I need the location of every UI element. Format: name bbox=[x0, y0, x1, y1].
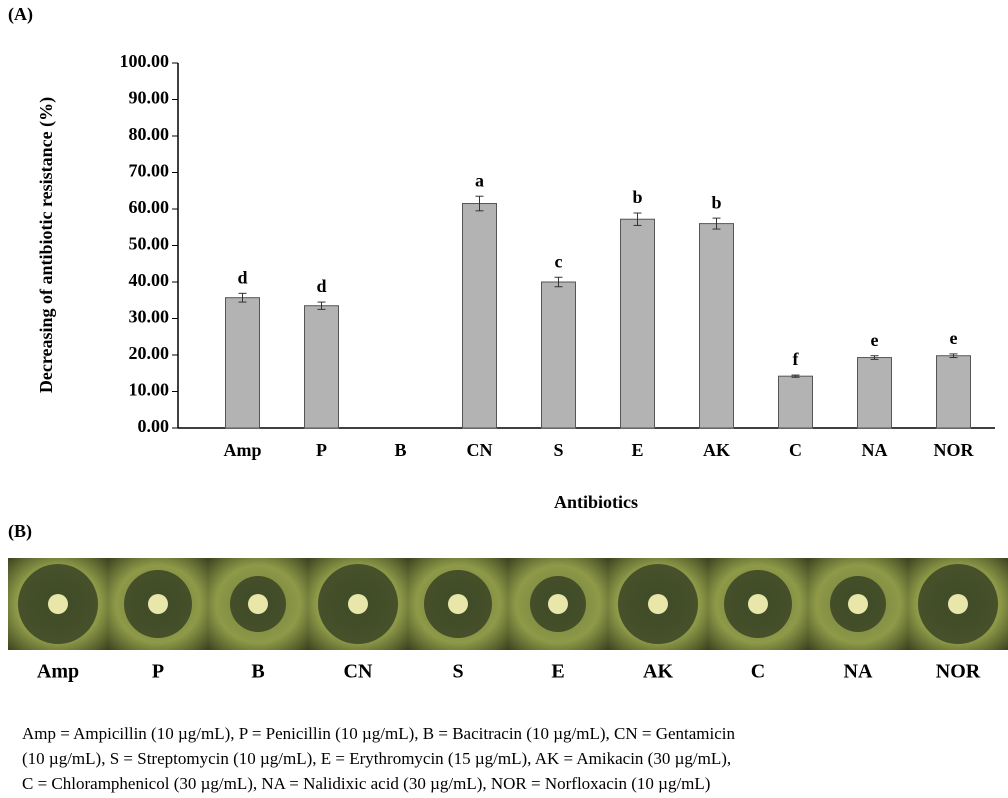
plate-photo bbox=[608, 558, 708, 650]
plate-photo bbox=[108, 558, 208, 650]
figure: (A) Decreasing of antibiotic resistance … bbox=[0, 0, 1008, 798]
disc bbox=[248, 594, 268, 614]
value-label: a bbox=[475, 170, 484, 190]
value-label: d bbox=[316, 276, 326, 296]
value-label: f bbox=[793, 349, 800, 369]
y-tick-label: 30.00 bbox=[129, 307, 170, 327]
disc bbox=[848, 594, 868, 614]
bar bbox=[226, 298, 260, 428]
footnote-line: (10 µg/mL), S = Streptomycin (10 µg/mL),… bbox=[22, 749, 731, 768]
value-label: c bbox=[555, 251, 563, 271]
bar bbox=[937, 356, 971, 428]
bar bbox=[463, 204, 497, 428]
photo-label: B bbox=[251, 661, 264, 683]
photo-label: C bbox=[751, 661, 765, 683]
x-tick-label: B bbox=[394, 440, 406, 460]
photo-label: AK bbox=[643, 661, 673, 683]
disc bbox=[648, 594, 668, 614]
photo-label: S bbox=[452, 661, 463, 683]
panel-label: (B) bbox=[8, 521, 32, 542]
y-tick-label: 40.00 bbox=[129, 270, 170, 290]
disc bbox=[748, 594, 768, 614]
plate-photo bbox=[8, 558, 108, 650]
footnote-line: Amp = Ampicillin (10 µg/mL), P = Penicil… bbox=[22, 724, 736, 743]
value-label: e bbox=[871, 330, 879, 350]
y-axis-title: Decreasing of antibiotic resistance (%) bbox=[36, 97, 57, 393]
disc bbox=[48, 594, 68, 614]
photo-label: NA bbox=[844, 661, 873, 683]
plate-photo bbox=[208, 558, 308, 650]
bar bbox=[779, 376, 813, 428]
y-tick-label: 10.00 bbox=[129, 380, 170, 400]
plate-photo bbox=[708, 558, 808, 650]
photo-label: P bbox=[152, 661, 164, 683]
page: {"panel_a_label": "(A)", "panel_b_label"… bbox=[0, 0, 1008, 798]
photo-label: E bbox=[551, 661, 564, 683]
footnote-line: C = Chloramphenicol (30 µg/mL), NA = Nal… bbox=[22, 774, 710, 793]
y-tick-label: 90.00 bbox=[129, 88, 170, 108]
x-tick-label: E bbox=[631, 440, 643, 460]
disc bbox=[448, 594, 468, 614]
bar bbox=[621, 219, 655, 428]
value-label: b bbox=[711, 192, 721, 212]
x-tick-label: NA bbox=[862, 440, 888, 460]
y-tick-label: 60.00 bbox=[129, 197, 170, 217]
y-tick-label: 80.00 bbox=[129, 124, 170, 144]
plate-photo bbox=[908, 558, 1008, 650]
value-label: b bbox=[632, 187, 642, 207]
x-tick-label: Amp bbox=[223, 440, 261, 460]
panel-label: (A) bbox=[8, 4, 33, 25]
x-tick-label: NOR bbox=[934, 440, 975, 460]
disc bbox=[348, 594, 368, 614]
photo-label: NOR bbox=[936, 661, 981, 683]
y-tick-label: 20.00 bbox=[129, 343, 170, 363]
x-tick-label: C bbox=[789, 440, 802, 460]
bar bbox=[305, 306, 339, 428]
disc bbox=[948, 594, 968, 614]
x-axis-title: Antibiotics bbox=[554, 492, 638, 512]
x-tick-label: CN bbox=[467, 440, 493, 460]
bar bbox=[542, 282, 576, 428]
plate-photo bbox=[408, 558, 508, 650]
x-tick-label: P bbox=[316, 440, 327, 460]
photo-label: CN bbox=[344, 661, 373, 683]
bar bbox=[700, 224, 734, 428]
value-label: d bbox=[237, 267, 247, 287]
plate-photo bbox=[508, 558, 608, 650]
value-label: e bbox=[950, 328, 958, 348]
y-tick-label: 50.00 bbox=[129, 234, 170, 254]
x-tick-label: S bbox=[553, 440, 563, 460]
photo-label: Amp bbox=[37, 661, 79, 683]
plate-photo bbox=[308, 558, 408, 650]
y-tick-label: 0.00 bbox=[138, 416, 170, 436]
y-tick-label: 70.00 bbox=[129, 161, 170, 181]
plate-photo bbox=[808, 558, 908, 650]
bar bbox=[858, 358, 892, 428]
x-tick-label: AK bbox=[703, 440, 730, 460]
disc bbox=[548, 594, 568, 614]
y-tick-label: 100.00 bbox=[120, 51, 170, 71]
disc bbox=[148, 594, 168, 614]
